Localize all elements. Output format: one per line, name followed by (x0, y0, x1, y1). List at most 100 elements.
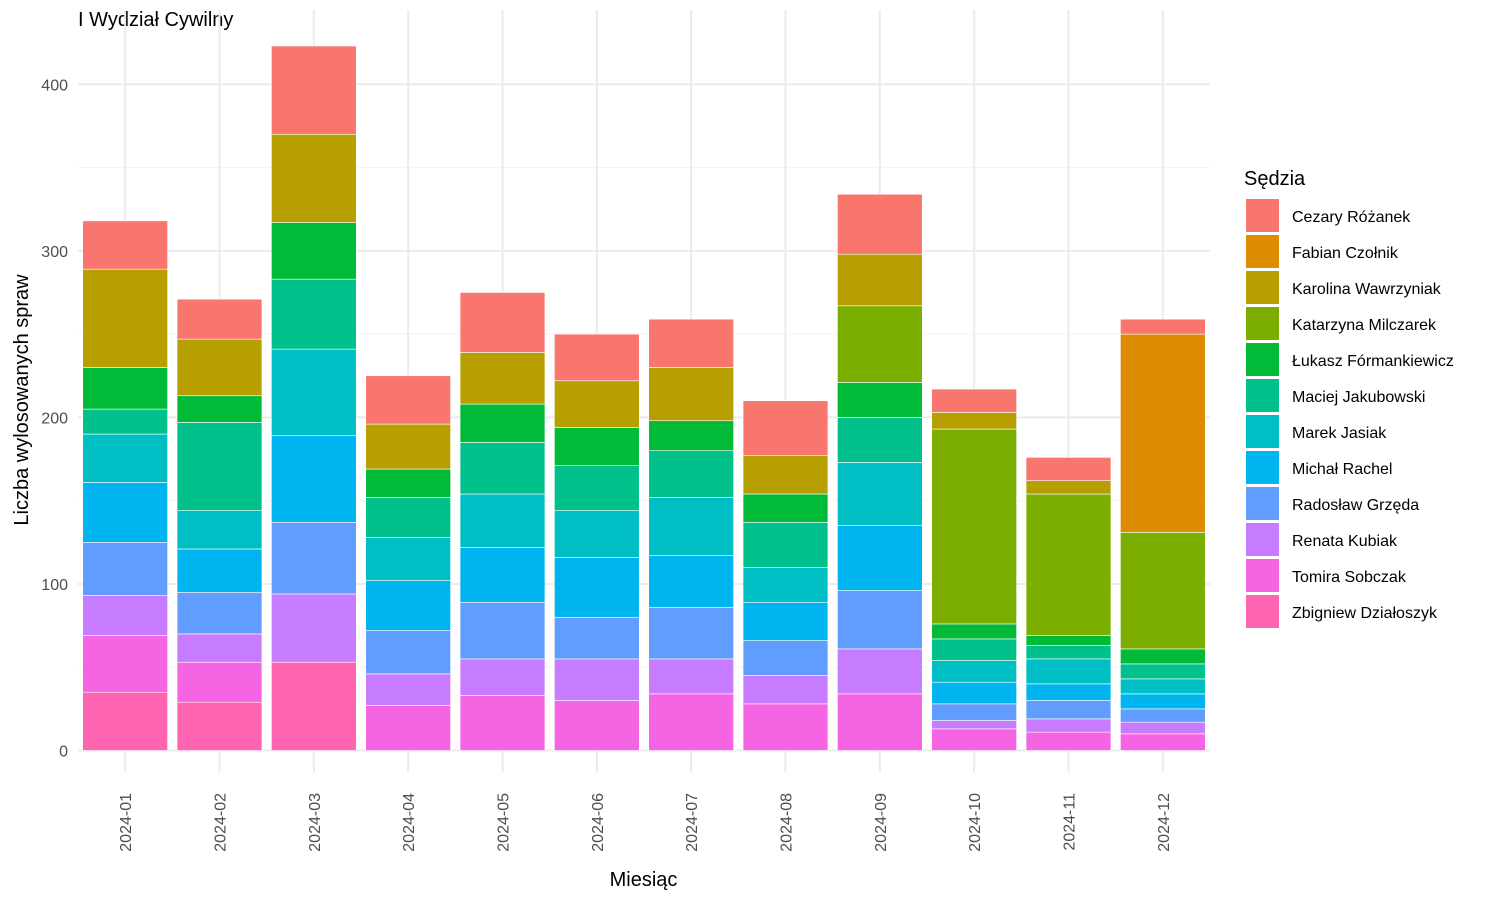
bar-segment (931, 728, 1017, 751)
bar-segment (82, 220, 168, 270)
bar-segment (1120, 333, 1206, 533)
x-tick-label: 2024-05 (496, 793, 513, 852)
bar-segment (459, 601, 546, 660)
bar-segment (554, 616, 640, 660)
bar-segment (82, 268, 168, 368)
bar-segment (742, 703, 829, 751)
bar-segment (459, 547, 546, 603)
bar-segment (1025, 457, 1112, 481)
legend-swatch (1246, 343, 1279, 376)
bar-segment (931, 660, 1017, 683)
legend-swatch (1246, 559, 1279, 592)
bar-segment (365, 537, 451, 581)
bar-segment (1025, 731, 1112, 751)
bar-segment (82, 691, 168, 751)
bar-segment (837, 193, 923, 255)
bar-segment (271, 348, 357, 437)
bar-segment (648, 555, 734, 608)
bar-segment (271, 593, 357, 663)
legend-label: Karolina Wawrzyniak (1292, 281, 1442, 298)
legend-label: Maciej Jakubowski (1292, 389, 1425, 406)
bar-segment (1120, 663, 1206, 680)
bar-segment (271, 133, 357, 223)
legend-label: Renata Kubiak (1292, 533, 1398, 550)
legend-swatch (1246, 307, 1279, 340)
bar-segment (176, 633, 263, 663)
x-tick-label: 2024-08 (779, 793, 796, 852)
bar-segment (648, 693, 734, 751)
bar-segment (176, 395, 263, 423)
bar-segment (176, 548, 263, 593)
bar-segment (271, 278, 357, 350)
x-tick-label: 2024-09 (873, 793, 890, 852)
bar-segment (1120, 648, 1206, 665)
bar-segment (837, 693, 923, 751)
bar-segment (82, 595, 168, 636)
bar-segment (742, 400, 829, 457)
legend-label: Michał Rachel (1292, 461, 1392, 478)
legend-label: Marek Jasiak (1292, 425, 1387, 442)
legend-swatch (1246, 451, 1279, 484)
bar-segment (1025, 493, 1112, 636)
bar-segment (82, 433, 168, 483)
bar-segment (365, 468, 451, 498)
bar-segment (837, 253, 923, 307)
x-tick-label: 2024-06 (590, 793, 607, 852)
bar-segment (837, 648, 923, 695)
bars-layer (82, 45, 1206, 751)
bar-segment (931, 428, 1017, 625)
bar-segment (742, 675, 829, 705)
bar-segment (742, 640, 829, 676)
bar-segment (648, 420, 734, 452)
legend-swatch (1246, 271, 1279, 304)
bar-segment (1120, 708, 1206, 723)
bar-segment (648, 606, 734, 660)
bar-segment (837, 417, 923, 463)
bar-segment (176, 701, 263, 751)
y-axis-label: Liczba wylosowanych spraw (11, 274, 33, 526)
legend-label: Łukasz Fórmankiewicz (1292, 353, 1454, 370)
x-tick-label: 2024-10 (967, 793, 984, 852)
bar-segment (931, 623, 1017, 640)
bar-segment (837, 305, 923, 383)
bar-segment (365, 673, 451, 706)
bar-segment (365, 497, 451, 538)
bar-segment (365, 580, 451, 631)
bar-segment (1025, 718, 1112, 733)
bar-segment (459, 493, 546, 548)
bar-segment (931, 720, 1017, 730)
bar-segment (82, 408, 168, 435)
legend-swatch (1246, 523, 1279, 556)
bar-segment (931, 703, 1017, 721)
bar-segment (365, 630, 451, 675)
bar-segment (1120, 678, 1206, 695)
y-tick-label: 400 (41, 77, 68, 94)
bar-segment (271, 522, 357, 595)
legend-label: Tomira Sobczak (1292, 569, 1407, 586)
bar-segment (271, 222, 357, 280)
y-tick-label: 100 (41, 577, 68, 594)
bar-segment (176, 422, 263, 511)
x-tick-label: 2024-01 (118, 793, 135, 852)
bar-segment (176, 510, 263, 550)
bar-segment (365, 423, 451, 470)
legend-swatch (1246, 595, 1279, 628)
bar-segment (459, 658, 546, 696)
legend-label: Katarzyna Milczarek (1292, 317, 1437, 334)
y-tick-label: 200 (41, 410, 68, 427)
bar-segment (365, 375, 451, 425)
bar-segment (837, 462, 923, 526)
bar-segment (271, 661, 357, 751)
bar-segment (931, 388, 1017, 413)
legend-swatch (1246, 199, 1279, 232)
bar-segment (648, 450, 734, 498)
legend-label: Zbigniew Działoszyk (1292, 605, 1438, 622)
bar-segment (742, 601, 829, 641)
bar-segment (82, 542, 168, 596)
bar-segment (648, 658, 734, 695)
x-tick-label: 2024-07 (684, 793, 701, 852)
bar-segment (554, 465, 640, 511)
bar-segment (271, 435, 357, 523)
